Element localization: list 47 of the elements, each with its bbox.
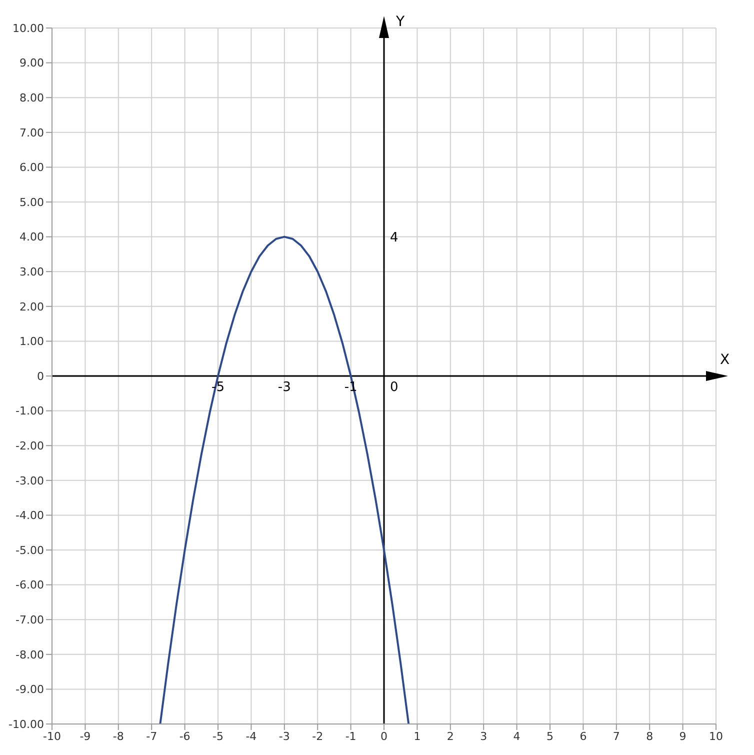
y-tick-label: -5.00 [16,544,44,557]
y-axis-title: Y [395,14,405,30]
x-tick-label: -6 [179,730,190,743]
x-tick-label: -5 [212,730,224,743]
x-tick-label: -2 [312,730,324,743]
annotation: 4 [390,230,398,246]
annotation: 0 [390,380,398,396]
y-tick-label: 8.00 [20,92,44,105]
x-tick-label: 10 [709,730,723,743]
y-tick-label: -7.00 [16,614,44,627]
y-tick-label: -4.00 [16,509,44,522]
x-tick-label: 1 [414,730,421,743]
x-tick-label: 7 [612,730,620,743]
y-tick-label: 4.00 [20,230,44,244]
y-tick-label: -2.00 [16,440,44,453]
x-axis-title: X [720,352,730,368]
y-tick-label: 7.00 [20,126,44,140]
annotation: -3 [278,380,291,396]
x-tick-label: -7 [146,730,158,743]
y-tick-label: -6.00 [16,578,44,592]
y-tick-label: -1.00 [16,404,44,418]
x-tick-label: 5 [546,730,554,743]
x-tick-label: 4 [513,730,520,743]
y-tick-label: 5.00 [20,196,44,209]
x-tick-label: 3 [480,730,488,743]
y-tick-label: 2.00 [20,300,44,314]
y-tick-label: 1.00 [20,335,44,348]
x-tick-label: -9 [80,730,91,743]
y-tick-label: 0 [37,370,44,383]
x-tick-label: -3 [278,730,290,743]
x-tick-label: 2 [446,730,454,743]
x-tick-label: -8 [112,730,124,743]
y-tick-label: 9.00 [20,56,44,70]
x-tick-label: -1 [345,730,356,743]
x-tick-label: 8 [646,730,654,743]
x-tick-label: -10 [43,730,61,743]
x-tick-label: -4 [246,730,257,743]
y-tick-label: 6.00 [20,161,44,174]
x-tick-label: 6 [580,730,587,743]
y-tick-label: 10.00 [12,22,44,35]
x-tick-label: 0 [380,730,388,743]
y-tick-label: -10.00 [8,718,44,731]
y-tick-label: 3.00 [20,266,44,279]
y-tick-label: -9.00 [16,683,44,696]
y-tick-label: -3.00 [16,474,44,488]
x-tick-label: 9 [679,730,686,743]
y-tick-label: -8.00 [16,648,44,662]
